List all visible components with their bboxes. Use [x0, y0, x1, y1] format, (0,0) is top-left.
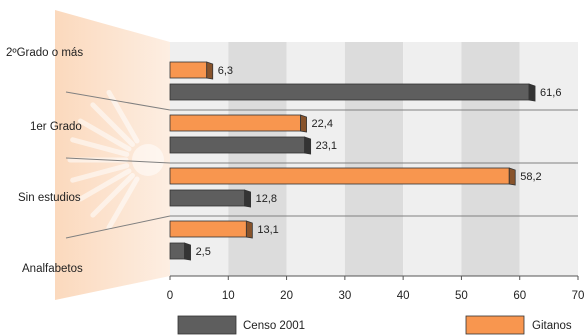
grid-band — [461, 42, 520, 276]
legend: Censo 2001 Gitanos — [177, 315, 572, 335]
category-label: Sin estudios — [18, 192, 81, 204]
bar-end — [300, 114, 307, 133]
grid-band — [519, 42, 578, 276]
x-tick-label: 40 — [397, 290, 410, 302]
plot-background — [170, 42, 578, 276]
bar-censo-2001-2: 23,1 — [169, 136, 337, 155]
value-label: 23,1 — [316, 140, 337, 152]
category-separators — [65, 91, 578, 239]
bar-face — [169, 83, 530, 101]
bar-face — [169, 167, 510, 185]
bar-face — [169, 114, 301, 132]
fan-ray — [70, 163, 130, 183]
value-label: 13,1 — [257, 224, 278, 236]
x-tick-label: 10 — [222, 290, 235, 302]
value-label: 6,3 — [218, 65, 233, 77]
bars-layer: 6,3 61,6 22,4 23,1 58,2 12,8 13,1 2,5 — [169, 61, 561, 261]
fan-ray — [70, 137, 130, 157]
bar-face — [169, 61, 208, 79]
bar-censo-2001-3: 12,8 — [169, 189, 277, 208]
bar-end — [245, 220, 253, 239]
separator-tail — [65, 91, 171, 111]
category-label: 1er Grado — [30, 121, 82, 133]
legend-item: Censo 2001 — [177, 315, 305, 335]
x-axis: 0 10 20 30 40 50 60 70 — [167, 275, 585, 302]
fan-ray — [77, 118, 132, 152]
legend-label: Gitanos — [532, 320, 572, 332]
category-label: Analfabetos — [22, 263, 83, 275]
category-labels: 2ºGrado o más 1er Grado Sin estudios Analfa… — [6, 47, 83, 275]
grid-band — [286, 42, 345, 276]
legend-label: Censo 2001 — [243, 320, 305, 332]
category-label: 2ºGrado o más — [6, 47, 83, 59]
bar-gitanos-4: 13,1 — [169, 220, 279, 239]
bar-end — [304, 136, 312, 155]
value-label: 22,4 — [312, 118, 333, 130]
fan-hub — [132, 144, 164, 176]
bar-end — [508, 167, 516, 186]
legend-swatch — [465, 315, 525, 335]
legend-item: Gitanos — [465, 315, 572, 335]
x-tick-label: 50 — [455, 290, 468, 302]
x-tick-label: 70 — [572, 290, 585, 302]
x-tick-label: 60 — [513, 290, 526, 302]
x-tick-label: 30 — [338, 290, 351, 302]
grid-band — [344, 42, 404, 276]
bar-face — [169, 136, 306, 154]
bar-end — [244, 189, 252, 208]
x-tick-label: 20 — [280, 290, 293, 302]
grid-band — [403, 42, 462, 276]
legend-swatch — [177, 315, 237, 335]
value-label: 2,5 — [196, 246, 211, 258]
value-label: 12,8 — [256, 193, 277, 205]
bar-gitanos-3: 58,2 — [169, 167, 542, 186]
bar-face — [169, 220, 247, 238]
separator-tail — [65, 215, 171, 239]
fan-shape — [55, 10, 170, 300]
bar-end — [184, 242, 191, 261]
value-label: 61,6 — [540, 87, 561, 99]
fan-ray — [90, 173, 135, 218]
grid-band — [228, 42, 287, 276]
value-label: 58,2 — [520, 171, 541, 183]
decorative-fan — [55, 10, 170, 300]
bar-end — [206, 61, 214, 80]
bar-face — [169, 189, 246, 207]
bar-gitanos-2: 22,4 — [169, 114, 333, 133]
fan-ray — [77, 168, 132, 202]
separator-tail — [65, 157, 171, 164]
bar-gitanos-1: 6,3 — [169, 61, 233, 80]
bar-censo-2001-1: 61,6 — [169, 83, 561, 102]
x-tick-label: 0 — [167, 290, 173, 302]
bar-end — [528, 83, 536, 102]
fan-ray — [106, 176, 140, 231]
fan-ray — [90, 102, 135, 147]
bar-face — [169, 242, 185, 260]
bar-censo-2001-4: 2,5 — [169, 242, 211, 261]
